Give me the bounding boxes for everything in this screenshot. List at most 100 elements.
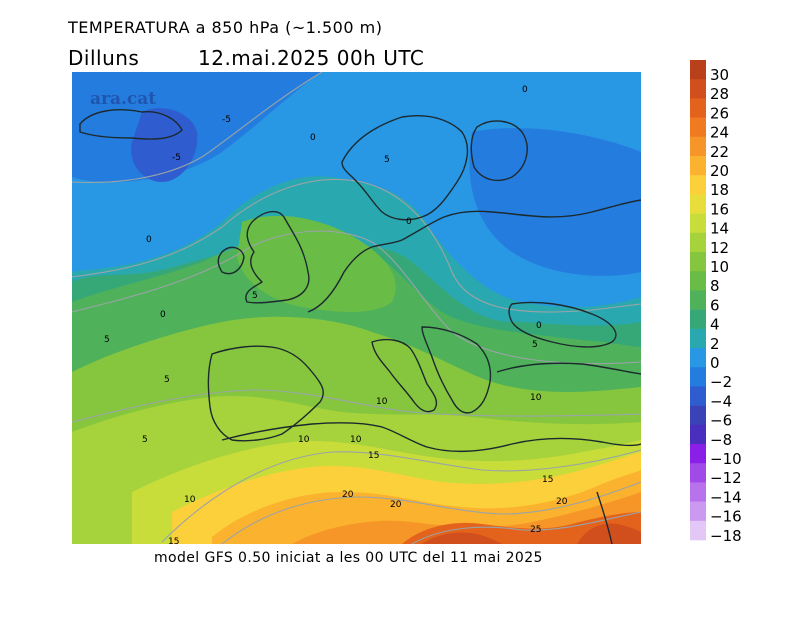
iso-label: 10 <box>350 435 362 445</box>
colorbar-swatch <box>690 98 706 118</box>
colorbar-swatch <box>690 501 706 522</box>
iso-label: 10 <box>184 495 196 505</box>
iso-label: 10 <box>530 393 542 403</box>
balkans-coast <box>421 326 492 414</box>
colorbar-swatch <box>690 367 706 387</box>
temperature-bands <box>72 72 641 544</box>
baltic-finland-coast <box>470 120 528 182</box>
iso-label: 0 <box>522 85 528 95</box>
colorbar-label: 20 <box>710 162 729 180</box>
colorbar-label: 16 <box>710 200 729 218</box>
colorbar-swatch <box>690 79 706 99</box>
colorbar-label: 2 <box>710 335 720 353</box>
colorbar-swatch <box>690 60 706 80</box>
colorbar-swatch <box>690 232 706 253</box>
colorbar-labels: 302826242220181614121086420−2−4−6−8−10−1… <box>710 66 742 545</box>
colorbar-swatch <box>690 386 706 406</box>
iso-label: 0 <box>146 235 152 245</box>
band-mild-central <box>237 215 396 312</box>
colorbar-swatch <box>690 136 706 157</box>
isotherm-0 <box>72 178 641 313</box>
colorbar-swatch <box>690 520 706 541</box>
colorbar-swatch <box>690 117 706 138</box>
iso-label: 15 <box>368 451 379 461</box>
colorbar-label: 4 <box>710 316 720 334</box>
forecast-datetime: 12.mai.2025 00h UTC <box>198 46 425 70</box>
iso-label: 20 <box>556 497 568 507</box>
british-isles-coast <box>217 210 310 304</box>
iso-label: -5 <box>222 115 231 125</box>
temperature-map: 0 -5 -5 0 0 5 0 0 0 5 5 5 5 10 10 10 10 … <box>72 72 641 544</box>
iso-label: 5 <box>104 335 110 345</box>
continental-coast <box>307 199 641 313</box>
colorbar-label: 26 <box>710 104 729 122</box>
italy-coast <box>371 338 438 413</box>
colorbar-label: −10 <box>710 450 742 468</box>
iso-label: 0 <box>160 310 166 320</box>
scandinavia-coast <box>341 115 469 221</box>
band-28 <box>422 532 502 544</box>
colorbar-swatch <box>690 309 706 330</box>
colorbar-label: 28 <box>710 85 729 103</box>
colorbar-swatch <box>690 156 706 176</box>
colorbar-swatch <box>690 252 706 272</box>
colorbar-label: 18 <box>710 181 729 199</box>
iso-label: 10 <box>376 397 388 407</box>
colorbar-swatch <box>690 444 706 464</box>
iso-label: 25 <box>530 525 541 535</box>
colorbar-swatch <box>690 213 706 234</box>
colorbar-label: −12 <box>710 469 742 487</box>
colorbar-swatch <box>690 348 706 368</box>
colorbar-label: −4 <box>710 392 732 410</box>
iso-label: 0 <box>310 133 316 143</box>
colorbar-swatch <box>690 271 706 291</box>
iso-label: 15 <box>168 537 179 544</box>
isotherm-5 <box>72 230 641 365</box>
colorbar-label: 8 <box>710 277 720 295</box>
isotherm-minus5 <box>72 72 323 183</box>
colorbar-label: 0 <box>710 354 720 372</box>
isotherm-20 <box>221 481 641 544</box>
colorbar-swatches <box>690 60 706 541</box>
colorbar-swatch <box>690 328 706 349</box>
colorbar-swatch <box>690 290 706 310</box>
isotherm-labels: 0 -5 -5 0 0 5 0 0 0 5 5 5 5 10 10 10 10 … <box>104 85 568 544</box>
isotherm-15 <box>161 449 641 543</box>
iso-label: -5 <box>172 153 181 163</box>
iso-label: 5 <box>252 291 258 301</box>
colorbar-swatch <box>690 463 706 483</box>
iso-label: 5 <box>384 155 390 165</box>
colorbar-label: 22 <box>710 143 729 161</box>
colorbar-label: −14 <box>710 488 742 506</box>
band-cold-east <box>469 128 641 276</box>
colorbar-swatch <box>690 194 706 214</box>
iso-label: 10 <box>298 435 310 445</box>
colorbar-label: 14 <box>710 220 729 238</box>
iso-label: 5 <box>532 340 538 350</box>
iso-label: 20 <box>390 500 402 510</box>
anatolia-coast <box>496 362 641 375</box>
iberia-coast <box>207 345 324 442</box>
colorbar-label: 10 <box>710 258 729 276</box>
forecast-day: Dilluns <box>68 46 140 70</box>
colorbar-swatch <box>690 405 706 426</box>
colorbar-label: 24 <box>710 124 729 142</box>
iso-label: 20 <box>342 490 354 500</box>
black-sea-coast <box>508 301 617 348</box>
isotherm-10 <box>72 389 641 423</box>
map-title: TEMPERATURA a 850 hPa (~1.500 m) <box>68 18 383 37</box>
colorbar-label: −8 <box>710 431 732 449</box>
iso-label: 5 <box>142 435 148 445</box>
isotherm-lines <box>72 72 641 544</box>
colorbar-swatch <box>690 424 706 445</box>
model-info: model GFS 0.50 iniciat a les 00 UTC del … <box>154 550 543 566</box>
iceland-coast <box>79 109 183 140</box>
colorbar-label: −16 <box>710 508 742 526</box>
red-sea-coast <box>596 491 613 544</box>
isotherm-25 <box>411 511 641 544</box>
coastlines <box>79 109 641 544</box>
colorbar-label: 6 <box>710 296 720 314</box>
temperature-colorbar: 302826242220181614121086420−2−4−6−8−10−1… <box>690 60 742 545</box>
watermark-logo: ara.cat <box>90 89 156 109</box>
colorbar-label: −2 <box>710 373 732 391</box>
